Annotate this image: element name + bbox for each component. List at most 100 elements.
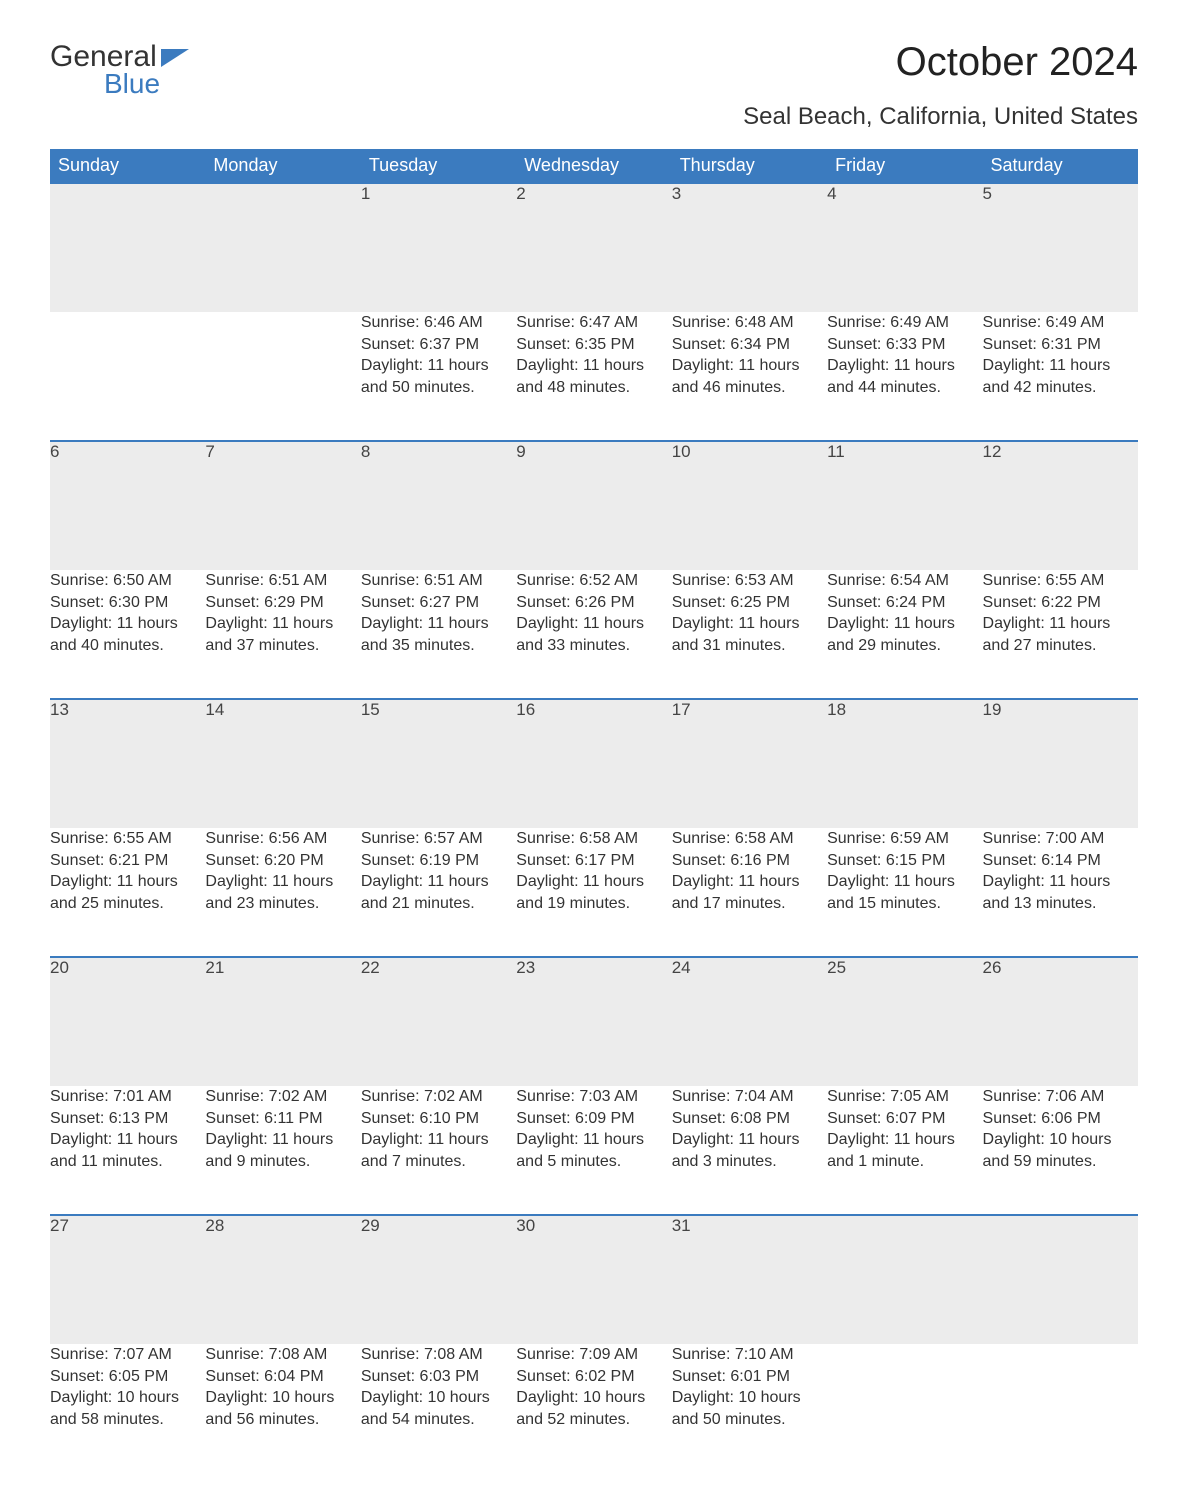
day-number-cell: 27 xyxy=(50,1215,205,1344)
daylight-line: Daylight: 11 hours and 33 minutes. xyxy=(516,615,644,654)
day-body-cell: Sunrise: 7:03 AMSunset: 6:09 PMDaylight:… xyxy=(516,1086,671,1215)
day-body-cell: Sunrise: 6:48 AMSunset: 6:34 PMDaylight:… xyxy=(672,312,827,441)
day-number-cell: 19 xyxy=(983,699,1138,828)
day-body-cell: Sunrise: 6:53 AMSunset: 6:25 PMDaylight:… xyxy=(672,570,827,699)
day-number-cell: 20 xyxy=(50,957,205,1086)
day-of-week-header-row: SundayMondayTuesdayWednesdayThursdayFrid… xyxy=(50,149,1138,183)
sunrise-line: Sunrise: 6:57 AM xyxy=(361,830,483,847)
sunset-line: Sunset: 6:10 PM xyxy=(361,1110,479,1127)
sunset-line: Sunset: 6:05 PM xyxy=(50,1368,168,1385)
day-body-cell: Sunrise: 6:49 AMSunset: 6:31 PMDaylight:… xyxy=(983,312,1138,441)
day-body-cell: Sunrise: 7:02 AMSunset: 6:11 PMDaylight:… xyxy=(205,1086,360,1215)
day-body-cell xyxy=(50,312,205,441)
day-body-cell: Sunrise: 7:10 AM Sunset: 6:01 PM Daylight:… xyxy=(672,1344,827,1472)
sunset-line: Sunset: 6:17 PM xyxy=(516,852,634,869)
sunset-line: Sunset: 6:24 PM xyxy=(827,594,945,611)
daylight-line: Daylight: 11 hours and 11 minutes. xyxy=(50,1131,178,1170)
calendar-table: SundayMondayTuesdayWednesdayThursdayFrid… xyxy=(50,149,1138,1472)
sunrise-line: Sunrise: 7:00 AM xyxy=(983,830,1105,847)
sunrise-line: Sunrise: 6:52 AM xyxy=(516,572,638,589)
sunrise-line: Sunrise: 7:10 AM xyxy=(672,1346,794,1363)
sunset-line: Sunset: 6:11 PM xyxy=(205,1110,322,1127)
daylight-line: Daylight: 11 hours and 25 minutes. xyxy=(50,873,178,912)
sunset-line: Sunset: 6:27 PM xyxy=(361,594,479,611)
day-body-row: Sunrise: 6:55 AMSunset: 6:21 PMDaylight:… xyxy=(50,828,1138,957)
day-body-cell: Sunrise: 7:06 AMSunset: 6:06 PMDaylight:… xyxy=(983,1086,1138,1215)
day-body-cell: Sunrise: 7:05 AMSunset: 6:07 PMDaylight:… xyxy=(827,1086,982,1215)
sunset-line: Sunset: 6:29 PM xyxy=(205,594,323,611)
sunset-line: Sunset: 6:07 PM xyxy=(827,1110,945,1127)
day-of-week-header: Friday xyxy=(827,149,982,183)
sunset-line: Sunset: 6:30 PM xyxy=(50,594,168,611)
day-body-cell: Sunrise: 7:02 AMSunset: 6:10 PMDaylight:… xyxy=(361,1086,516,1215)
day-number-cell: 12 xyxy=(983,441,1138,570)
sunrise-line: Sunrise: 6:48 AM xyxy=(672,314,794,331)
daylight-line: Daylight: 11 hours and 17 minutes. xyxy=(672,873,800,912)
sunrise-line: Sunrise: 7:04 AM xyxy=(672,1088,794,1105)
day-body-cell: Sunrise: 7:07 AMSunset: 6:05 PMDaylight:… xyxy=(50,1344,205,1472)
sunset-line: Sunset: 6:34 PM xyxy=(672,336,790,353)
day-number-row: 2728293031 xyxy=(50,1215,1138,1344)
sunset-line: Sunset: 6:15 PM xyxy=(827,852,945,869)
day-body-cell: Sunrise: 6:58 AMSunset: 6:16 PMDaylight:… xyxy=(672,828,827,957)
sunrise-line: Sunrise: 7:03 AM xyxy=(516,1088,638,1105)
day-number-cell: 9 xyxy=(516,441,671,570)
day-number-cell: 30 xyxy=(516,1215,671,1344)
daylight-line: Daylight: 11 hours and 1 minute. xyxy=(827,1131,955,1170)
day-number-cell: 2 xyxy=(516,183,671,312)
sunrise-line: Sunrise: 6:49 AM xyxy=(827,314,949,331)
day-number-cell xyxy=(983,1215,1138,1344)
daylight-line: Daylight: 11 hours and 3 minutes. xyxy=(672,1131,800,1170)
day-number-row: 6789101112 xyxy=(50,441,1138,570)
day-body-cell: Sunrise: 6:51 AM Sunset: 6:27 PM Daylight:… xyxy=(361,570,516,699)
day-of-week-header: Tuesday xyxy=(361,149,516,183)
day-number-cell: 24 xyxy=(672,957,827,1086)
daylight-line: Daylight: 11 hours and 19 minutes. xyxy=(516,873,644,912)
daylight-line: Daylight: 11 hours and 7 minutes. xyxy=(361,1131,489,1170)
sunset-line: Sunset: 6:03 PM xyxy=(361,1368,479,1385)
sunrise-line: Sunrise: 7:07 AM xyxy=(50,1346,172,1363)
day-number-cell: 15 xyxy=(361,699,516,828)
day-body-cell: Sunrise: 7:08 AMSunset: 6:04 PMDaylight:… xyxy=(205,1344,360,1472)
sunset-line: Sunset: 6:01 PM xyxy=(672,1368,790,1385)
day-number-cell: 23 xyxy=(516,957,671,1086)
day-number-cell: 8 xyxy=(361,441,516,570)
month-title: October 2024 xyxy=(743,40,1138,85)
day-number-cell: 31 xyxy=(672,1215,827,1344)
day-body-cell: Sunrise: 6:59 AMSunset: 6:15 PMDaylight:… xyxy=(827,828,982,957)
daylight-line: Daylight: 10 hours and 56 minutes. xyxy=(205,1389,334,1428)
sunrise-line: Sunrise: 6:51 AM xyxy=(361,572,483,589)
sunset-line: Sunset: 6:21 PM xyxy=(50,852,168,869)
day-of-week-header: Monday xyxy=(205,149,360,183)
day-of-week-header: Thursday xyxy=(672,149,827,183)
day-body-cell: Sunrise: 7:04 AMSunset: 6:08 PMDaylight:… xyxy=(672,1086,827,1215)
day-number-cell: 5 xyxy=(983,183,1138,312)
daylight-line: Daylight: 11 hours and 40 minutes. xyxy=(50,615,178,654)
day-number-cell: 17 xyxy=(672,699,827,828)
day-number-row: 12345 xyxy=(50,183,1138,312)
sunset-line: Sunset: 6:04 PM xyxy=(205,1368,323,1385)
sunset-line: Sunset: 6:19 PM xyxy=(361,852,479,869)
day-body-cell: Sunrise: 6:51 AMSunset: 6:29 PMDaylight:… xyxy=(205,570,360,699)
sunset-line: Sunset: 6:06 PM xyxy=(983,1110,1101,1127)
daylight-line: Daylight: 10 hours and 50 minutes. xyxy=(672,1389,801,1428)
day-number-cell xyxy=(50,183,205,312)
day-body-row: Sunrise: 6:50 AMSunset: 6:30 PMDaylight:… xyxy=(50,570,1138,699)
day-number-cell xyxy=(205,183,360,312)
day-body-cell: Sunrise: 7:08 AMSunset: 6:03 PMDaylight:… xyxy=(361,1344,516,1472)
day-number-cell: 10 xyxy=(672,441,827,570)
day-body-cell: Sunrise: 6:50 AMSunset: 6:30 PMDaylight:… xyxy=(50,570,205,699)
day-number-cell: 16 xyxy=(516,699,671,828)
day-body-cell xyxy=(983,1344,1138,1472)
sunrise-line: Sunrise: 6:53 AM xyxy=(672,572,794,589)
day-number-cell: 13 xyxy=(50,699,205,828)
day-number-cell: 14 xyxy=(205,699,360,828)
sunset-line: Sunset: 6:33 PM xyxy=(827,336,945,353)
daylight-line: Daylight: 11 hours and 48 minutes. xyxy=(516,357,644,396)
day-of-week-header: Sunday xyxy=(50,149,205,183)
day-number-row: 20212223242526 xyxy=(50,957,1138,1086)
sunrise-line: Sunrise: 7:06 AM xyxy=(983,1088,1105,1105)
day-body-row: Sunrise: 6:46 AMSunset: 6:37 PMDaylight:… xyxy=(50,312,1138,441)
daylight-line: Daylight: 11 hours and 35 minutes. xyxy=(361,615,489,654)
day-number-cell: 11 xyxy=(827,441,982,570)
